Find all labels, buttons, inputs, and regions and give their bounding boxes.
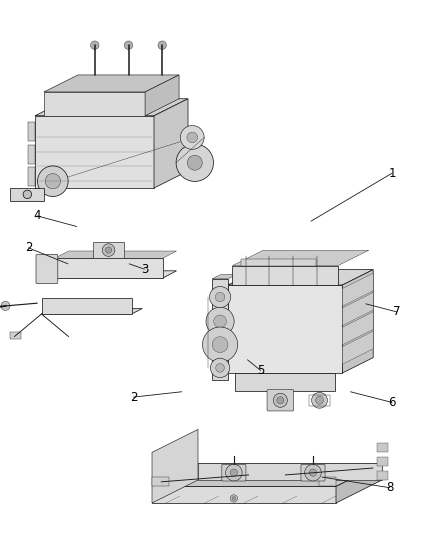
Polygon shape (152, 463, 382, 487)
Text: 1: 1 (388, 167, 396, 180)
Polygon shape (55, 271, 177, 278)
Circle shape (315, 397, 324, 404)
Polygon shape (154, 99, 188, 188)
Polygon shape (152, 430, 198, 503)
Polygon shape (198, 463, 382, 480)
Circle shape (226, 464, 242, 481)
Text: 2: 2 (25, 241, 32, 254)
Circle shape (124, 41, 133, 50)
Circle shape (232, 497, 236, 500)
Circle shape (91, 41, 99, 50)
Bar (378, 443, 389, 453)
Circle shape (311, 392, 328, 408)
Bar (28, 167, 35, 187)
Polygon shape (145, 75, 179, 116)
Circle shape (273, 393, 287, 407)
Polygon shape (35, 116, 154, 188)
Bar (378, 457, 389, 466)
Circle shape (202, 327, 238, 362)
Text: 8: 8 (386, 481, 393, 494)
Polygon shape (228, 285, 343, 373)
Polygon shape (228, 270, 373, 285)
Circle shape (212, 337, 228, 352)
Circle shape (180, 126, 204, 149)
Bar (28, 122, 35, 141)
Polygon shape (42, 309, 142, 314)
Bar (378, 471, 389, 480)
Bar (152, 477, 169, 487)
Circle shape (214, 315, 226, 328)
Bar (10, 332, 21, 339)
Polygon shape (343, 331, 373, 364)
Polygon shape (44, 75, 179, 92)
Circle shape (305, 464, 321, 481)
Text: 6: 6 (388, 396, 396, 409)
Polygon shape (343, 270, 373, 373)
Polygon shape (233, 265, 338, 285)
Polygon shape (55, 251, 177, 258)
Circle shape (158, 41, 166, 50)
Circle shape (209, 287, 231, 308)
Polygon shape (343, 273, 373, 306)
Bar (28, 144, 35, 164)
Circle shape (176, 144, 213, 181)
Bar (241, 259, 315, 265)
FancyBboxPatch shape (222, 464, 246, 481)
Circle shape (38, 166, 68, 197)
Circle shape (210, 358, 230, 377)
Polygon shape (336, 463, 382, 503)
Circle shape (187, 132, 198, 143)
Text: 4: 4 (33, 209, 41, 222)
Polygon shape (55, 258, 163, 278)
Text: 3: 3 (141, 263, 148, 276)
Text: 2: 2 (130, 391, 138, 403)
Polygon shape (343, 293, 373, 326)
Circle shape (230, 469, 237, 477)
Polygon shape (212, 279, 228, 380)
Polygon shape (42, 298, 131, 314)
Circle shape (187, 155, 202, 170)
Polygon shape (35, 99, 188, 116)
FancyBboxPatch shape (36, 254, 58, 284)
Polygon shape (10, 188, 43, 201)
Polygon shape (233, 250, 369, 265)
Circle shape (216, 364, 224, 372)
Circle shape (1, 301, 10, 310)
FancyBboxPatch shape (301, 464, 325, 481)
FancyBboxPatch shape (267, 390, 294, 411)
Polygon shape (212, 274, 237, 279)
Circle shape (206, 307, 234, 335)
Bar (309, 395, 330, 406)
Polygon shape (44, 92, 145, 116)
Circle shape (106, 247, 112, 253)
Bar (319, 477, 336, 487)
Circle shape (309, 469, 317, 477)
Polygon shape (343, 312, 373, 345)
Circle shape (23, 190, 32, 199)
Circle shape (277, 397, 284, 404)
Polygon shape (235, 373, 336, 391)
Text: 5: 5 (257, 364, 264, 377)
Circle shape (230, 495, 237, 502)
Circle shape (215, 292, 225, 302)
Circle shape (45, 174, 60, 189)
Polygon shape (152, 487, 336, 503)
Circle shape (102, 244, 115, 256)
Text: 7: 7 (392, 305, 400, 318)
Bar (93, 242, 124, 258)
